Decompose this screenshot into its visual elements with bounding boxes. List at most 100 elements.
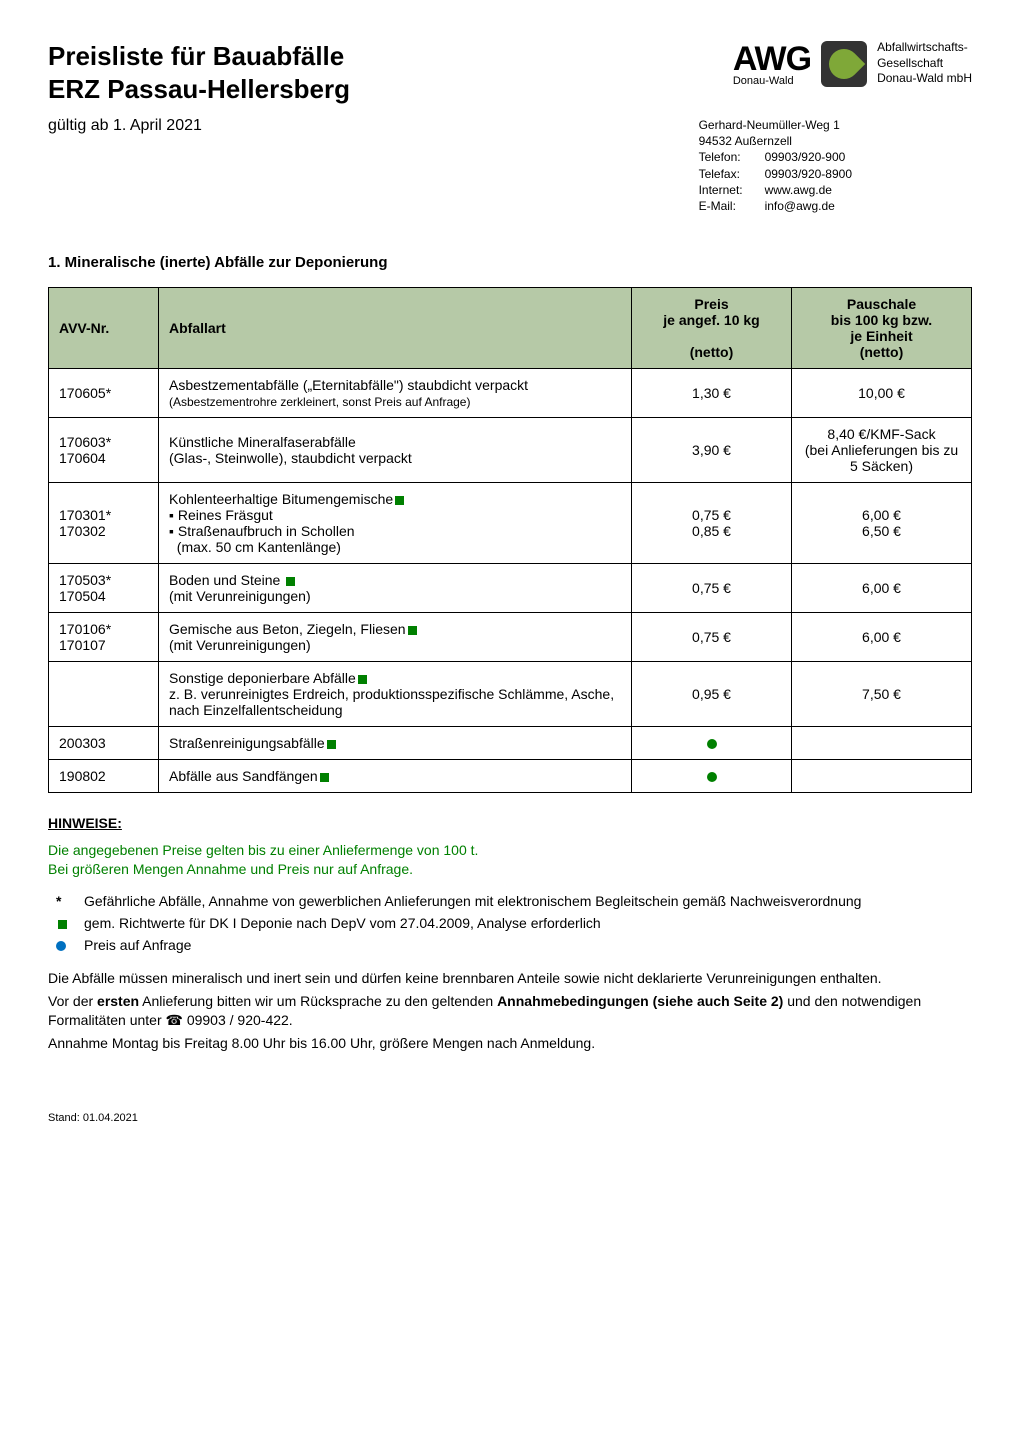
- para-1: Die Abfälle müssen mineralisch und inert…: [48, 969, 972, 988]
- hint-green-l2: Bei größeren Mengen Annahme und Preis nu…: [48, 860, 972, 879]
- para2-d: Annahmebedingungen (siehe auch Seite 2): [497, 993, 783, 1009]
- logo-block: AWG Donau-Wald Abfallwirtschafts- Gesell…: [733, 40, 972, 87]
- bullet: Straßenaufbruch in Schollen (max. 50 cm …: [169, 523, 621, 555]
- art-main: Abfälle aus Sandfängen: [169, 768, 318, 784]
- cell-avv: [49, 662, 159, 727]
- logo-right-1: Abfallwirtschafts-: [877, 40, 972, 56]
- legend-text: gem. Richtwerte für DK I Deponie nach De…: [84, 915, 601, 931]
- col-preis-l2: je angef. 10 kg: [663, 312, 759, 328]
- legend-mark-square: [56, 915, 84, 931]
- cell-preis: [632, 727, 792, 760]
- col-pauschale-l3: je Einheit: [850, 328, 912, 344]
- art-main: Gemische aus Beton, Ziegeln, Fliesen: [169, 621, 406, 637]
- cell-avv: 170301*170302: [49, 483, 159, 564]
- title-block: Preisliste für Bauabfälle ERZ Passau-Hel…: [48, 40, 350, 105]
- title-line-2: ERZ Passau-Hellersberg: [48, 74, 350, 104]
- green-square-icon: [395, 496, 404, 505]
- cell-pauschale: 6,00 €: [792, 564, 972, 613]
- table-row: 170503*170504 Boden und Steine (mit Veru…: [49, 564, 972, 613]
- hint-green-l1: Die angegebenen Preise gelten bis zu ein…: [48, 841, 972, 860]
- address-k: Telefon:: [699, 149, 765, 165]
- legend-list: * Gefährliche Abfälle, Annahme von gewer…: [48, 893, 972, 953]
- para2-c: Anlieferung bitten wir um Rücksprache zu…: [139, 993, 497, 1009]
- cell-art: Kohlenteerhaltige Bitumengemische Reines…: [159, 483, 632, 564]
- address-line-2: 94532 Außernzell: [699, 133, 852, 149]
- leaf-icon: [821, 41, 867, 87]
- address-line-1: Gerhard-Neumüller-Weg 1: [699, 117, 852, 133]
- table-row: 170603*170604 Künstliche Mineralfaserabf…: [49, 418, 972, 483]
- green-square-icon: [408, 626, 417, 635]
- logo-text-right: Abfallwirtschafts- Gesellschaft Donau-Wa…: [877, 40, 972, 87]
- cell-preis: 0,95 €: [632, 662, 792, 727]
- art-main: Asbestzementabfälle („Eternitabfälle") s…: [169, 377, 528, 393]
- header-row: Preisliste für Bauabfälle ERZ Passau-Hel…: [48, 40, 972, 105]
- legend-item: Preis auf Anfrage: [56, 937, 972, 953]
- legend-text: Gefährliche Abfälle, Annahme von gewerbl…: [84, 893, 861, 909]
- col-pauschale-l4: (netto): [860, 344, 904, 360]
- cell-art: Sonstige deponierbare Abfälle z. B. veru…: [159, 662, 632, 727]
- cell-avv: 200303: [49, 727, 159, 760]
- green-square-icon: [286, 577, 295, 586]
- logo-awg-text: AWG: [733, 40, 811, 79]
- cell-avv: 190802: [49, 760, 159, 793]
- hinweise-heading: HINWEISE:: [48, 815, 972, 831]
- address-k: Telefax:: [699, 166, 765, 182]
- art-main: Straßenreinigungsabfälle: [169, 735, 325, 751]
- cell-art: Gemische aus Beton, Ziegeln, Fliesen (mi…: [159, 613, 632, 662]
- cell-pauschale: 7,50 €: [792, 662, 972, 727]
- cell-preis: [632, 760, 792, 793]
- green-square-icon: [358, 675, 367, 684]
- address-v: www.awg.de: [765, 182, 832, 198]
- col-preis: Preis je angef. 10 kg (netto): [632, 288, 792, 369]
- cell-pauschale: 10,00 €: [792, 369, 972, 418]
- col-abfallart: Abfallart: [159, 288, 632, 369]
- cell-avv: 170106*170107: [49, 613, 159, 662]
- cell-preis: 1,30 €: [632, 369, 792, 418]
- art-sub: (Asbestzementrohre zerkleinert, sonst Pr…: [169, 395, 470, 409]
- cell-preis: 0,75 €: [632, 613, 792, 662]
- address-k: E-Mail:: [699, 198, 765, 214]
- art-main: Sonstige deponierbare Abfälle: [169, 670, 356, 686]
- col-pauschale-l1: Pauschale: [847, 296, 916, 312]
- green-square-icon: [320, 773, 329, 782]
- para2-a: Vor der: [48, 993, 97, 1009]
- cell-art: Boden und Steine (mit Verunreinigungen): [159, 564, 632, 613]
- green-square-icon: [327, 740, 336, 749]
- cell-preis: 0,75 €: [632, 564, 792, 613]
- cell-avv: 170605*: [49, 369, 159, 418]
- art-sub-plain: (mit Verunreinigungen): [169, 588, 311, 604]
- legend-mark-star: *: [56, 893, 84, 909]
- col-preis-l3: (netto): [690, 344, 734, 360]
- address-kv: Internet:www.awg.de: [699, 182, 852, 198]
- cell-art: Straßenreinigungsabfälle: [159, 727, 632, 760]
- address-kv: E-Mail:info@awg.de: [699, 198, 852, 214]
- address-v: info@awg.de: [765, 198, 835, 214]
- para2-b: ersten: [97, 993, 139, 1009]
- cell-avv: 170603*170604: [49, 418, 159, 483]
- cell-pauschale: 8,40 €/KMF-Sack(bei Anlieferungen bis zu…: [792, 418, 972, 483]
- legend-text: Preis auf Anfrage: [84, 937, 191, 953]
- blue-dot-icon: [56, 941, 66, 951]
- table-row: 170106*170107 Gemische aus Beton, Ziegel…: [49, 613, 972, 662]
- logo-text-left: AWG Donau-Wald: [733, 40, 811, 87]
- section-heading: 1. Mineralische (inerte) Abfälle zur Dep…: [48, 254, 972, 271]
- table-row: 200303 Straßenreinigungsabfälle: [49, 727, 972, 760]
- table-row: Sonstige deponierbare Abfälle z. B. veru…: [49, 662, 972, 727]
- art-main: Boden und Steine: [169, 572, 284, 588]
- table-body: 170605* Asbestzementabfälle („Eternitabf…: [49, 369, 972, 793]
- cell-art: Asbestzementabfälle („Eternitabfälle") s…: [159, 369, 632, 418]
- logo-right-2: Gesellschaft: [877, 56, 972, 72]
- legend-item: gem. Richtwerte für DK I Deponie nach De…: [56, 915, 972, 931]
- cell-avv: 170503*170504: [49, 564, 159, 613]
- cell-pauschale: 6,00 €: [792, 613, 972, 662]
- cell-pauschale: [792, 760, 972, 793]
- green-dot-icon: [707, 739, 717, 749]
- col-avv: AVV-Nr.: [49, 288, 159, 369]
- hint-green: Die angegebenen Preise gelten bis zu ein…: [48, 841, 972, 879]
- green-dot-icon: [707, 772, 717, 782]
- address-v: 09903/920-8900: [765, 166, 852, 182]
- table-row: 190802 Abfälle aus Sandfängen: [49, 760, 972, 793]
- art-bullets: Reines Fräsgut Straßenaufbruch in Scholl…: [169, 507, 621, 555]
- art-sub-plain: (mit Verunreinigungen): [169, 637, 311, 653]
- footer-stand: Stand: 01.04.2021: [48, 1112, 972, 1124]
